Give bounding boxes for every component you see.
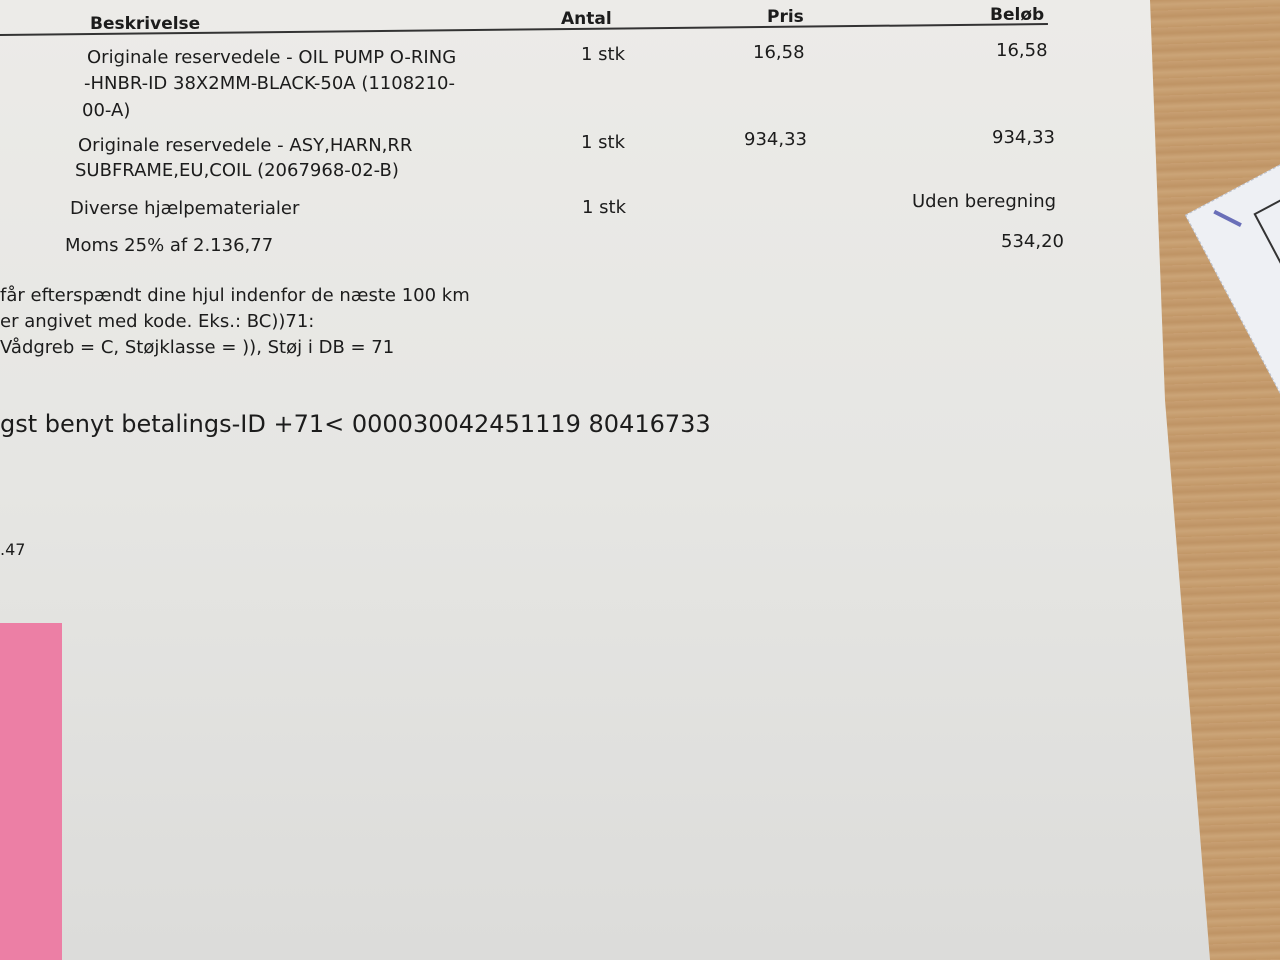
row-quantity: 1 stk bbox=[581, 132, 626, 153]
number-fragment: .47 bbox=[0, 540, 26, 559]
row-description-line: SUBFRAME,EU,COIL (2067968-02-B) bbox=[75, 160, 399, 181]
header-price: Pris bbox=[767, 7, 804, 27]
vat-amount: 534,20 bbox=[1001, 231, 1064, 252]
row-description-line: Originale reservedele - ASY,HARN,RR bbox=[78, 135, 413, 156]
row-price: 934,33 bbox=[744, 129, 807, 150]
header-quantity: Antal bbox=[561, 9, 612, 29]
row-amount: 16,58 bbox=[996, 40, 1048, 61]
header-amount: Beløb bbox=[990, 5, 1045, 25]
row-quantity: 1 stk bbox=[581, 44, 626, 65]
note-line: Vådgreb = C, Støjklasse = )), Støj i DB … bbox=[0, 337, 395, 358]
row-description-line: -HNBR-ID 38X2MM-BLACK-50A (1108210- bbox=[84, 73, 455, 94]
row-description-line: 00-A) bbox=[82, 100, 131, 121]
row-amount: 934,33 bbox=[992, 127, 1055, 148]
vat-label: Moms 25% af 2.136,77 bbox=[65, 235, 274, 256]
payment-id-line: gst benyt betalings-ID +71< 000030042451… bbox=[0, 410, 711, 438]
sticky-note bbox=[0, 623, 62, 960]
pen-mark bbox=[1213, 209, 1242, 227]
row-description-line: Originale reservedele - OIL PUMP O-RING bbox=[87, 47, 457, 68]
note-line: får efterspændt dine hjul indenfor de næ… bbox=[0, 285, 470, 306]
note-line: er angivet med kode. Eks.: BC))71: bbox=[0, 311, 315, 332]
row-price: 16,58 bbox=[753, 42, 805, 63]
printed-box bbox=[1253, 169, 1280, 324]
row-quantity: 1 stk bbox=[582, 197, 627, 218]
row-description-line: Diverse hjælpematerialer bbox=[70, 198, 300, 219]
header-description: Beskrivelse bbox=[90, 14, 201, 34]
row-amount: Uden beregning bbox=[912, 191, 1057, 212]
